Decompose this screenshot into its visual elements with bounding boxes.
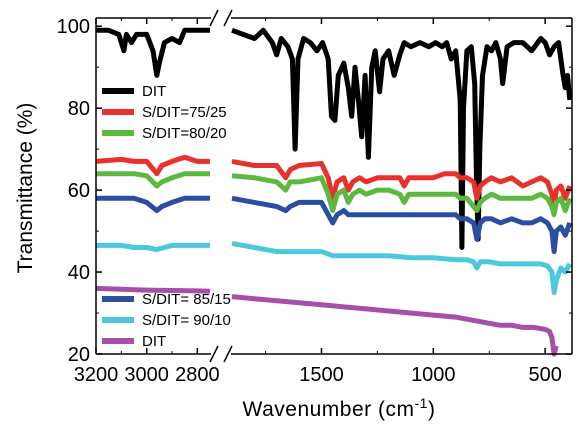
- x-tick-label-3200: 3200: [74, 364, 119, 386]
- series-line-1-part-2: [231, 27, 573, 250]
- axis-break-mark-b-2: [223, 345, 233, 363]
- legend-label-top-2: S/DIT=75/25: [142, 104, 227, 121]
- x-axis-title-main: Wavenumber (cm: [243, 398, 415, 421]
- legend-layer: DIT S/DIT=75/25 S/DIT=80/20 S/DIT= 85/15 S/D…: [102, 83, 231, 350]
- axis-break-mark-a-1: [209, 9, 219, 27]
- x-tick-label-500: 500: [528, 364, 561, 386]
- series-line-1-part-1: [96, 27, 210, 78]
- legend-label-top-1: DIT: [142, 83, 166, 100]
- y-tick-label-40: 40: [68, 262, 90, 284]
- x-tick-label-1500: 1500: [299, 364, 344, 386]
- tick-layer: 20 40 60 80 100 3200 3000 2800 1500 1000 500: [57, 16, 572, 386]
- series-layer: [95, 27, 573, 357]
- x-axis-title-sup: -1: [414, 395, 427, 411]
- legend-label-bottom-3: DIT: [142, 333, 166, 350]
- x-axis-title-end: ): [428, 398, 436, 421]
- series-line-6-part-1: [95, 285, 211, 294]
- axis-break-mark-a-2: [209, 345, 219, 363]
- axes-layer: [95, 9, 573, 363]
- series-line-6-part-2: [231, 294, 559, 357]
- series-line-5-part-2: [231, 240, 572, 295]
- x-tick-label-1000: 1000: [411, 364, 456, 386]
- x-tick-label-3000: 3000: [124, 364, 169, 386]
- series-line-3-part-2: [231, 173, 573, 218]
- legend-label-top-3: S/DIT=80/20: [142, 125, 227, 142]
- series-line-4-part-2: [231, 195, 573, 255]
- y-tick-label-100: 100: [57, 16, 90, 38]
- series-line-3-part-1: [96, 171, 210, 189]
- x-axis-title: Wavenumber (cm-1): [243, 395, 436, 421]
- legend-label-bottom-2: S/DIT= 90/10: [142, 312, 231, 329]
- y-tick-label-60: 60: [68, 180, 90, 202]
- y-axis-title: Transmittance (%): [14, 103, 37, 274]
- y-tick-label-20: 20: [68, 344, 90, 366]
- y-tick-label-80: 80: [68, 98, 90, 120]
- x-tick-label-2800: 2800: [175, 364, 220, 386]
- axis-break-mark-b-1: [223, 9, 233, 27]
- legend-label-bottom-1: S/DIT= 85/15: [142, 291, 231, 308]
- series-line-2-part-1: [95, 154, 210, 177]
- series-line-5-part-1: [96, 242, 210, 252]
- series-line-2-part-2: [231, 158, 573, 209]
- series-line-4-part-1: [96, 195, 210, 214]
